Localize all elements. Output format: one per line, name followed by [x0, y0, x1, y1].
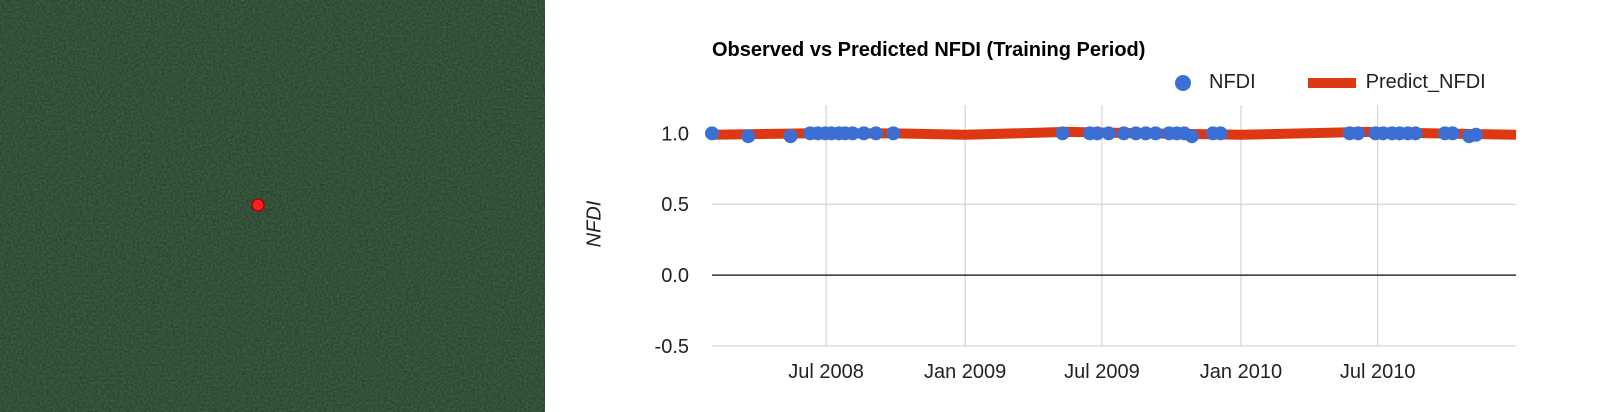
location-marker[interactable] — [251, 198, 265, 212]
nfdi-point — [886, 126, 901, 141]
nfdi-point — [1184, 129, 1199, 144]
nfdi-point — [856, 126, 871, 141]
satellite-map[interactable] — [0, 0, 545, 412]
nfdi-point — [1445, 126, 1460, 141]
nfdi-point — [1148, 126, 1163, 141]
nfdi-point — [1116, 126, 1131, 141]
nfdi-chart: Jul 2008 Jan 2009 Jul 2009 Jan 2010 Jul 2010… — [655, 105, 1517, 383]
nfdi-point — [1138, 126, 1153, 141]
x-tick-label: Jul 2009 — [1064, 361, 1140, 383]
nfdi-point — [1408, 126, 1423, 141]
nfdi-point — [1090, 126, 1105, 141]
x-tick-label: Jul 2010 — [1340, 361, 1416, 383]
nfdi-point — [868, 126, 883, 141]
nfdi-point — [1468, 127, 1483, 142]
legend-nfdi-marker — [1175, 74, 1191, 91]
nfdi-point — [741, 129, 756, 144]
legend-predict-label: Predict_NFDI — [1365, 71, 1486, 93]
legend-predict-marker — [1307, 77, 1356, 88]
nfdi-point — [1128, 126, 1143, 141]
nfdi-point — [1055, 126, 1070, 141]
chart-panel: Jul 2008 Jan 2009 Jul 2009 Jan 2010 Jul 2010… — [545, 0, 1616, 412]
nfdi-point — [1213, 126, 1228, 141]
y-tick-label: -0.5 — [655, 336, 689, 358]
x-tick-label: Jan 2010 — [1200, 361, 1282, 383]
map-texture — [0, 0, 545, 412]
x-tick-label: Jul 2008 — [788, 361, 864, 383]
nfdi-point — [705, 126, 719, 141]
chart-legend: NFDI Predict_NFDI — [1175, 71, 1486, 94]
y-tick-label: 1.0 — [661, 123, 689, 145]
nfdi-point — [845, 126, 860, 141]
nfdi-point — [1351, 126, 1366, 141]
legend-nfdi-label: NFDI — [1209, 71, 1256, 93]
y-axis-label: NFDI — [583, 200, 606, 248]
x-tick-label: Jan 2009 — [924, 361, 1006, 383]
y-tick-label: 0.0 — [661, 265, 689, 287]
y-tick-label: 0.5 — [661, 194, 689, 216]
nfdi-point — [783, 129, 798, 144]
nfdi-point — [1101, 126, 1116, 141]
chart-title: Observed vs Predicted NFDI (Training Per… — [712, 39, 1146, 61]
